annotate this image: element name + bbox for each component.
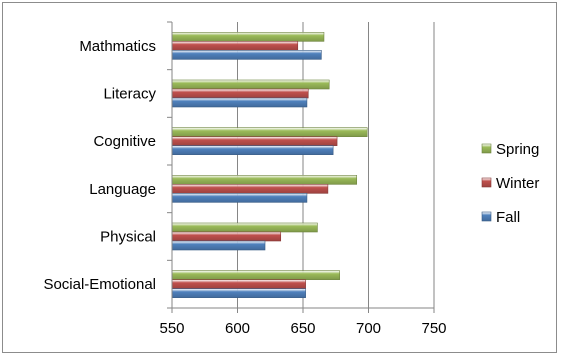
bar-physical-spring: [171, 222, 318, 233]
category-label: Literacy: [103, 86, 156, 103]
legend-swatch-winter: [481, 177, 492, 188]
x-tick-label: 700: [356, 320, 381, 337]
legend: Spring Winter Fall: [481, 141, 539, 226]
bar-mathmatics-winter: [171, 41, 299, 51]
bar-literacy-winter: [171, 88, 309, 99]
category-label: Social-Emotional: [43, 276, 156, 293]
tick-labels: 550 600 650 700 750: [159, 320, 446, 337]
category-label: Mathmatics: [79, 38, 156, 55]
bar-language-spring: [171, 175, 358, 185]
bar-social-emotional-fall: [171, 288, 306, 298]
bar-language-winter: [171, 184, 329, 194]
bar-physical-fall: [171, 240, 266, 251]
legend-swatch-spring: [481, 143, 492, 154]
bars: [171, 32, 368, 298]
legend-label-winter: Winter: [496, 175, 539, 192]
x-tick-label: 600: [225, 320, 250, 337]
category-label: Cognitive: [93, 133, 156, 150]
bar-mathmatics-spring: [171, 32, 325, 42]
legend-swatch-fall: [481, 211, 492, 222]
legend-label-fall: Fall: [496, 209, 520, 226]
legend-label-spring: Spring: [496, 141, 539, 158]
bar-literacy-fall: [171, 97, 308, 108]
bar-cognitive-winter: [171, 136, 338, 146]
axes: [167, 21, 435, 313]
gridlines: [237, 22, 435, 308]
x-tick-label: 550: [159, 320, 184, 337]
x-tick-label: 650: [290, 320, 315, 337]
category-label: Physical: [100, 229, 156, 246]
bar-social-emotional-winter: [171, 279, 306, 289]
category-label: Language: [89, 181, 156, 198]
bar-physical-winter: [171, 231, 282, 242]
bar-cognitive-fall: [171, 145, 334, 155]
bar-social-emotional-spring: [171, 270, 340, 280]
bar-literacy-spring: [171, 79, 330, 90]
x-tick-label: 750: [421, 320, 446, 337]
bar-mathmatics-fall: [171, 50, 322, 60]
bar-language-fall: [171, 193, 308, 203]
category-labels: Mathmatics Literacy Cognitive Language Physi…: [43, 38, 156, 293]
bar-cognitive-spring: [171, 127, 368, 137]
